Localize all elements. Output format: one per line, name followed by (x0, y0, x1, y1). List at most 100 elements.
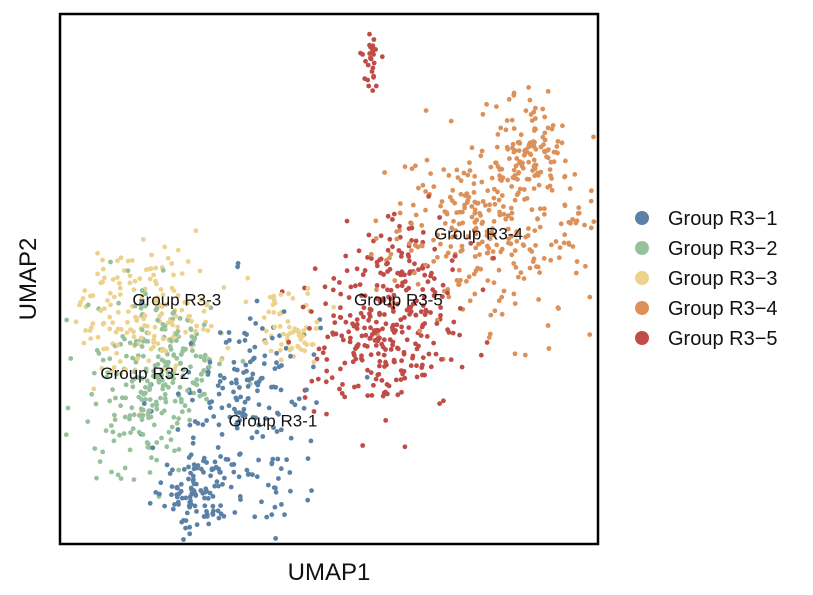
data-point (135, 356, 140, 361)
data-point (491, 186, 497, 192)
data-point (458, 191, 464, 197)
data-point (201, 322, 207, 328)
data-point (278, 357, 284, 363)
data-point (469, 204, 475, 209)
data-point (518, 132, 524, 138)
data-point (231, 389, 236, 395)
data-point (183, 329, 188, 335)
data-point (452, 200, 458, 206)
data-point (104, 346, 110, 352)
data-point (175, 324, 181, 330)
data-point (518, 270, 524, 276)
data-point (140, 413, 146, 418)
data-point (95, 334, 101, 340)
data-point (522, 197, 527, 202)
data-point (105, 370, 111, 376)
data-point (234, 380, 239, 386)
data-point (511, 261, 517, 266)
data-point (365, 393, 371, 398)
data-point (174, 420, 180, 426)
data-point (261, 315, 267, 320)
data-point (574, 259, 580, 264)
data-point (244, 467, 250, 473)
data-point (285, 319, 291, 324)
data-point (278, 466, 284, 472)
data-point (176, 416, 182, 421)
data-point (478, 153, 484, 159)
data-point (509, 210, 515, 216)
data-point (238, 394, 244, 400)
data-point (371, 382, 376, 388)
data-point (493, 160, 499, 166)
data-point (311, 364, 316, 370)
data-point (394, 322, 400, 328)
data-point (131, 334, 137, 340)
data-point (263, 328, 269, 334)
data-point (243, 299, 249, 305)
data-point (278, 387, 284, 393)
data-point (267, 294, 273, 300)
data-point (331, 304, 336, 310)
data-point (311, 359, 317, 365)
data-point (415, 281, 421, 287)
legend-label: Group R3−5 (668, 328, 778, 350)
data-point (434, 321, 440, 326)
data-point (409, 221, 414, 227)
data-point (107, 326, 113, 332)
data-point (524, 149, 530, 155)
data-point (127, 413, 133, 419)
data-point (414, 363, 419, 369)
data-point (572, 172, 578, 177)
data-point (192, 335, 198, 341)
data-point (369, 256, 374, 261)
data-point (217, 361, 222, 367)
data-point (547, 167, 553, 173)
data-point (68, 356, 74, 361)
data-point (492, 201, 498, 207)
data-point (85, 419, 91, 424)
data-point (491, 255, 496, 261)
data-point (205, 496, 211, 501)
data-point (350, 321, 355, 327)
data-point (454, 167, 460, 173)
data-point (431, 276, 437, 281)
data-point (88, 336, 94, 341)
data-point (215, 508, 221, 514)
data-point (117, 432, 122, 438)
data-point (197, 388, 202, 394)
data-point (132, 342, 138, 347)
data-point (514, 156, 520, 161)
data-point (220, 385, 226, 391)
data-point (445, 250, 451, 256)
data-point (178, 396, 184, 402)
data-point (458, 178, 464, 184)
data-point (207, 359, 213, 365)
data-point (119, 395, 125, 401)
data-point (550, 123, 556, 128)
data-point (510, 141, 516, 147)
data-point (369, 69, 375, 74)
data-point (305, 286, 311, 291)
data-point (373, 218, 379, 224)
data-point (440, 282, 446, 288)
data-point (399, 324, 404, 330)
data-point (154, 457, 160, 463)
data-point (242, 330, 247, 336)
data-point (530, 168, 535, 174)
data-point (140, 237, 146, 242)
data-point (388, 251, 394, 257)
data-point (173, 363, 179, 369)
data-point (497, 177, 503, 182)
data-point (93, 401, 99, 407)
data-point (362, 76, 368, 82)
data-point (495, 189, 500, 195)
data-point (506, 96, 512, 102)
data-point (395, 283, 400, 289)
data-point (472, 173, 478, 179)
data-point (100, 357, 106, 363)
data-point (104, 374, 110, 380)
data-point (137, 276, 143, 282)
data-point (143, 390, 148, 396)
data-point (185, 259, 191, 264)
data-point (223, 340, 229, 345)
